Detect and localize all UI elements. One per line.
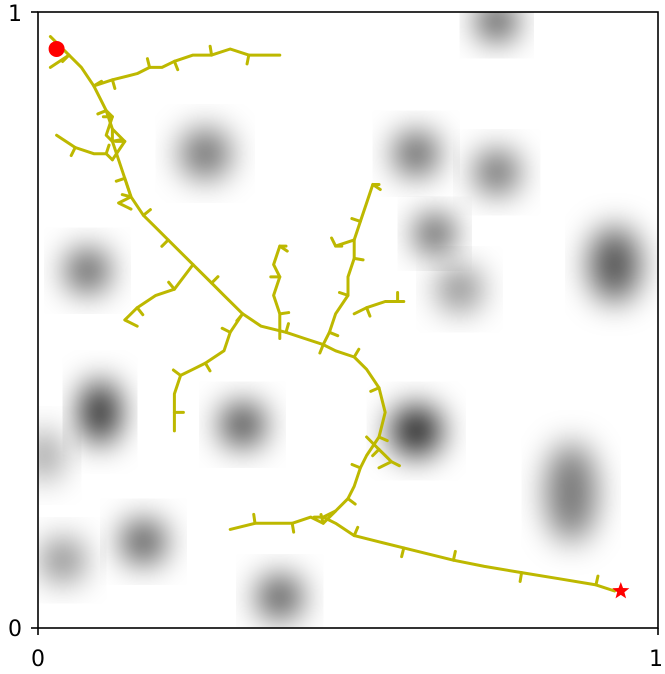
obstacle-blob — [258, 575, 302, 619]
tree-stub — [330, 236, 338, 248]
rrt-tree-layer — [48, 35, 617, 593]
tree-stub — [290, 521, 296, 534]
tree-stub — [352, 347, 361, 359]
obstacle-blob — [81, 381, 119, 444]
tree-branch — [55, 133, 114, 162]
obstacle-blob — [38, 430, 63, 481]
tree-branch — [172, 312, 245, 433]
start-marker — [48, 40, 65, 57]
obstacle-layer — [38, 12, 640, 619]
tree-branch — [48, 53, 71, 69]
obstacle-blob — [41, 538, 85, 582]
tree-branch — [123, 263, 195, 328]
tree-stub — [135, 306, 145, 317]
tree-stub — [278, 311, 291, 316]
tree-stub — [210, 275, 220, 285]
tree-stub — [451, 549, 457, 562]
tree-stub — [337, 290, 350, 297]
tree-stub — [114, 176, 127, 183]
tree-stub — [594, 574, 600, 587]
tree-stub — [377, 435, 389, 443]
tree-stub — [318, 343, 325, 355]
tree-stub — [319, 513, 325, 525]
obstacle-blob — [437, 267, 482, 311]
tree-stub — [120, 193, 133, 199]
marker-layer — [48, 40, 630, 599]
tree-stub — [371, 447, 381, 458]
tree-stub — [220, 326, 232, 334]
tree-stub — [167, 280, 176, 291]
tree-stub — [400, 546, 406, 559]
tree-branch — [352, 300, 406, 316]
tree-stub — [518, 571, 524, 583]
tree-branch — [365, 435, 393, 470]
tree-stub — [350, 462, 362, 470]
tree-stub — [369, 386, 381, 393]
tree-branch — [117, 176, 133, 211]
tree-stub — [346, 497, 357, 506]
tree-stub — [145, 57, 152, 69]
tree-stub — [352, 525, 360, 538]
obstacle-blob — [546, 443, 596, 542]
tree-stub — [208, 44, 214, 57]
goal-marker — [612, 582, 630, 599]
tree-stub — [104, 143, 111, 156]
axes-frame — [37, 11, 659, 629]
obstacle-blob — [589, 227, 640, 302]
obstacle-blob — [416, 215, 454, 253]
tree-stub — [365, 306, 372, 318]
obstacle-blob — [121, 520, 166, 564]
tree-stub — [327, 330, 340, 338]
tree-branch — [48, 35, 617, 593]
tree-branch — [104, 109, 114, 143]
tree-stub — [245, 53, 251, 66]
tree-branch — [92, 47, 282, 88]
tree-stub — [350, 217, 362, 223]
obstacle-blob — [478, 12, 516, 40]
obstacle-blob — [65, 249, 110, 293]
tree-stub — [371, 182, 382, 191]
x-tick-0-label: 0 — [31, 647, 45, 672]
obstacle-blob — [391, 406, 442, 456]
obstacle-blob — [394, 132, 438, 176]
tree-stub — [141, 208, 152, 217]
x-tick-1-label: 1 — [649, 647, 663, 672]
tree-stub — [352, 256, 365, 262]
obstacle-blob — [180, 129, 231, 179]
tree-stub — [171, 368, 183, 377]
tree-stub — [69, 146, 77, 158]
y-tick-0-label: 0 — [8, 617, 22, 642]
obstacle-blob — [475, 150, 519, 194]
tree-stub — [203, 361, 212, 373]
tree-stub — [160, 238, 170, 248]
tree-stub — [110, 78, 117, 90]
obstacle-blob — [220, 403, 265, 447]
tree-stub — [284, 322, 290, 334]
tree-stub — [252, 512, 257, 525]
tree-stub — [278, 244, 289, 253]
tree-stub — [389, 460, 401, 468]
tree-stub — [172, 59, 180, 72]
y-tick-1-label: 1 — [8, 2, 22, 27]
